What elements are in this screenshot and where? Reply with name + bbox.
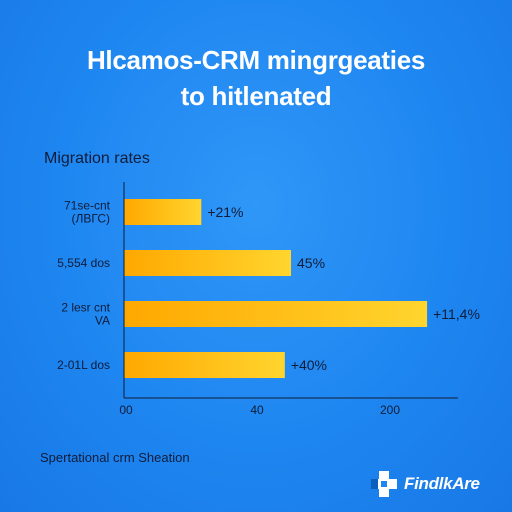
data-label-3: +11,4% [433,306,480,322]
category-label-3-line-2: VA [95,314,110,328]
bar-1 [124,199,202,225]
data-label-1: +21% [207,204,243,220]
x-tick-label-1: 00 [119,403,133,417]
bar-3 [124,301,428,327]
bar-2 [124,250,291,276]
category-label-1-line-2: (ЛВГС) [72,212,111,226]
x-tick-label-2: 40 [250,403,264,417]
footer-caption: Spertational crm Sheation [40,450,190,465]
category-label-1-line-1: 71se-cnt [64,199,111,213]
title-line-1: Hlcamos-CRM mingrgeaties [86,45,426,75]
plus-cross-icon [371,471,397,497]
brand-logo: FindlkAre [370,470,480,498]
category-label-3-line-1: 2 lesr cnt [61,301,110,315]
data-label-2: 45% [297,255,325,271]
chart-subtitle: Migration rates [44,150,150,167]
brand-name: FindlkAre [404,474,480,493]
bar-4 [124,352,285,378]
category-label-2: 5,554 dos [57,256,110,270]
title-line-2: to hitlenated [180,81,332,111]
chart-title: Hlcamos-CRM mingrgeaties to hitlenated [0,42,512,114]
category-label-4: 2-01L dos [57,358,110,372]
data-label-4: +40% [291,357,327,373]
x-tick-label-3: 200 [380,403,400,417]
